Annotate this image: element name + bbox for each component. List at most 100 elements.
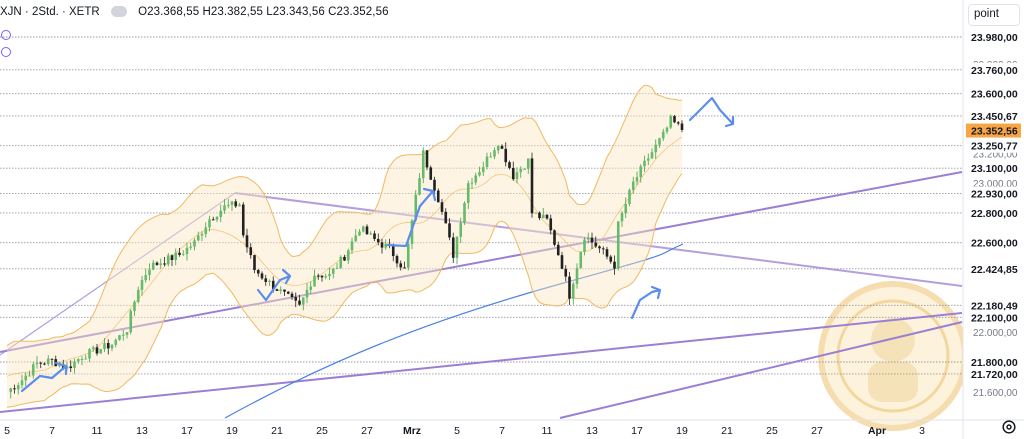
candle-body [485, 156, 489, 168]
candle-body [155, 262, 159, 265]
candle-body [309, 286, 313, 290]
price-level-label: 23.100,00 [971, 163, 1018, 175]
arrow-drawing [688, 96, 735, 128]
price-tick-label: 22.000,00 [973, 328, 1018, 339]
price-level-label: 22.100,00 [971, 312, 1018, 324]
time-tick-label: 5 [454, 425, 460, 437]
candle-body [279, 289, 283, 292]
candle-body [639, 166, 643, 178]
candle-body [406, 243, 410, 268]
time-tick-label: 19 [226, 425, 238, 437]
candle-body [185, 247, 189, 255]
time-axis[interactable]: 5 7 11 13 17 19 21 25 27 Mrz 5 7 11 13 17 19 21 25 27 Apr 3 [0, 419, 1024, 437]
candle-body [313, 275, 316, 287]
candle-body [103, 343, 106, 350]
candle-body [193, 240, 196, 247]
price-level-box [966, 205, 1021, 220]
candle-body [290, 293, 294, 298]
candle-body [238, 204, 241, 207]
candle-body [328, 273, 331, 277]
candle-body [151, 262, 155, 270]
candle-body [504, 148, 508, 163]
settings-gear-icon[interactable] [1000, 418, 1018, 436]
candle-body [628, 189, 631, 204]
candle-body [20, 380, 24, 386]
candle-body [106, 343, 110, 349]
candle-body [31, 364, 35, 376]
symbol-label[interactable]: XJN · 2Std. · XETR [0, 6, 100, 18]
candle-body [80, 358, 84, 360]
candle-body [598, 246, 601, 249]
candle-body [451, 237, 455, 258]
candle-body [305, 289, 309, 298]
candle-body [174, 252, 178, 260]
candle-body [624, 203, 628, 213]
price-level-label: 21.800,00 [971, 357, 1018, 369]
candle-body [466, 183, 470, 203]
candle-body [335, 267, 339, 269]
candle-body [46, 358, 50, 364]
price-level-label: 22.600,00 [971, 238, 1018, 250]
candle-body [28, 375, 31, 377]
trend-line [234, 192, 963, 287]
candle-body [414, 194, 418, 221]
price-level-box [966, 161, 1021, 176]
candle-body [568, 276, 571, 299]
indicator-icon[interactable] [1, 47, 11, 57]
watermark-logo-head [871, 318, 915, 362]
candle-body [380, 242, 384, 248]
candle-body [365, 226, 369, 235]
time-tick-label: 17 [631, 425, 643, 437]
price-level-box [966, 235, 1021, 250]
candle-body [358, 231, 361, 236]
candle-body [575, 267, 579, 284]
band-upper [6, 84, 683, 347]
candle-body [163, 263, 166, 265]
price-level-box [966, 138, 1021, 153]
time-tick-label: 27 [811, 425, 823, 437]
candle-body [320, 275, 324, 278]
candle-body [331, 268, 335, 274]
candle-body [545, 214, 549, 219]
price-level-box [966, 62, 1021, 77]
time-tick-label: 5 [4, 425, 10, 437]
candle-body [249, 247, 253, 256]
arrow-drawing [20, 361, 68, 393]
price-level-label: 22.180,49 [971, 300, 1018, 312]
candle-body [189, 246, 193, 248]
candle-body [534, 212, 538, 214]
price-scale[interactable]: 23.800,0023.200,0023.000,0022.000,0021.6… [962, 0, 1024, 439]
candle-body [230, 201, 234, 205]
candle-body [354, 235, 358, 242]
eye-icon[interactable] [110, 6, 127, 18]
candle-body [489, 156, 493, 158]
candle-body [208, 219, 211, 228]
time-tick-label: 7 [49, 425, 55, 437]
candle-body [294, 297, 298, 301]
candle-body [665, 127, 669, 132]
candle-body [181, 254, 185, 256]
candle-body [301, 297, 305, 305]
price-tick-label: 23.000,00 [973, 179, 1018, 190]
candle-body [234, 201, 238, 207]
price-level-label: 22.800,00 [971, 208, 1018, 220]
candle-body [455, 236, 459, 258]
candle-body [635, 177, 639, 182]
candle-body [50, 358, 54, 360]
unit-button[interactable]: point [968, 4, 1020, 26]
candle-body [519, 168, 523, 173]
candle-body [95, 347, 99, 354]
candle-body [256, 270, 260, 274]
candle-body [223, 205, 226, 211]
candle-body [170, 255, 174, 260]
drawings [0, 171, 963, 419]
candle-body [373, 233, 376, 239]
arrow-drawing [630, 285, 662, 320]
price-tick-label: 21.600,00 [973, 388, 1018, 399]
candle-body [425, 150, 429, 168]
candle-body [511, 167, 515, 180]
candle-body [658, 138, 661, 145]
indicator-icon[interactable] [1, 30, 11, 40]
candle-body [376, 238, 380, 243]
